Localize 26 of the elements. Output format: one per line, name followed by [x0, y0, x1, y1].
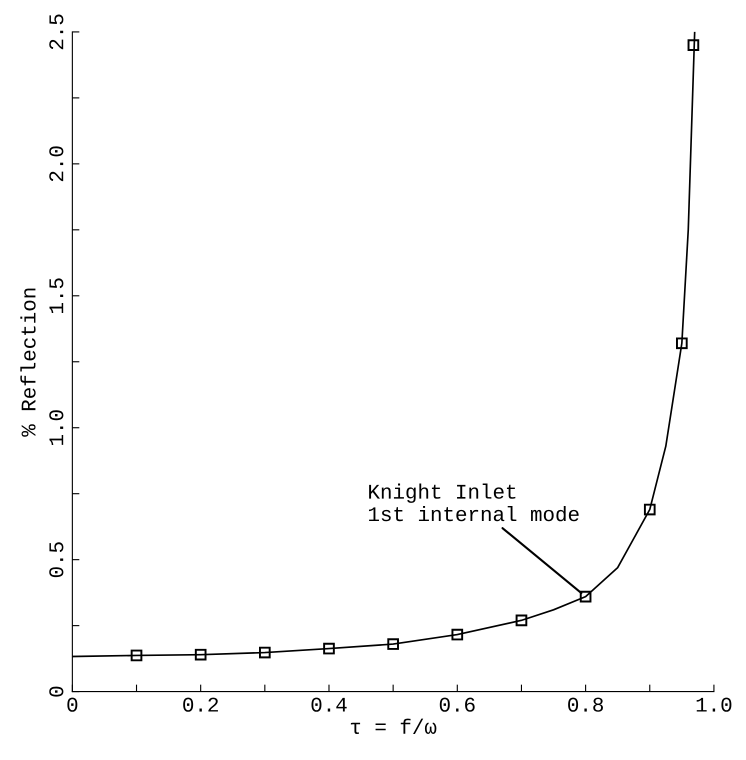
y-tick-label: 1.5	[49, 278, 64, 314]
x-axis-title: τ = f/ω	[350, 718, 436, 734]
point	[387, 638, 399, 650]
y-tick-label: 2.5	[49, 14, 64, 50]
x-tick-label: 1.0	[696, 698, 732, 712]
x-tick-label: 0.2	[183, 698, 218, 712]
point	[194, 648, 207, 660]
point	[580, 590, 592, 602]
x-tick-label: 0.4	[311, 698, 347, 712]
x-tick-label: 0.8	[568, 698, 603, 712]
y-tick-label: 0	[49, 686, 64, 697]
y-axis-title: % Reflection	[20, 288, 36, 437]
y-tick-label: 0.5	[49, 542, 64, 578]
x-tick-label: 0	[67, 698, 78, 712]
point	[644, 504, 656, 516]
point	[130, 650, 142, 662]
x-tick-label: 0.6	[440, 698, 475, 712]
point	[688, 39, 700, 51]
point	[451, 628, 464, 640]
point	[516, 614, 528, 626]
point	[258, 646, 271, 658]
point	[323, 642, 335, 654]
y-tick-label: 2.0	[49, 146, 64, 182]
annotation: Knight Inlet 1st internal mode	[368, 484, 579, 522]
y-tick-label: 1.0	[49, 410, 64, 445]
point	[676, 337, 688, 350]
